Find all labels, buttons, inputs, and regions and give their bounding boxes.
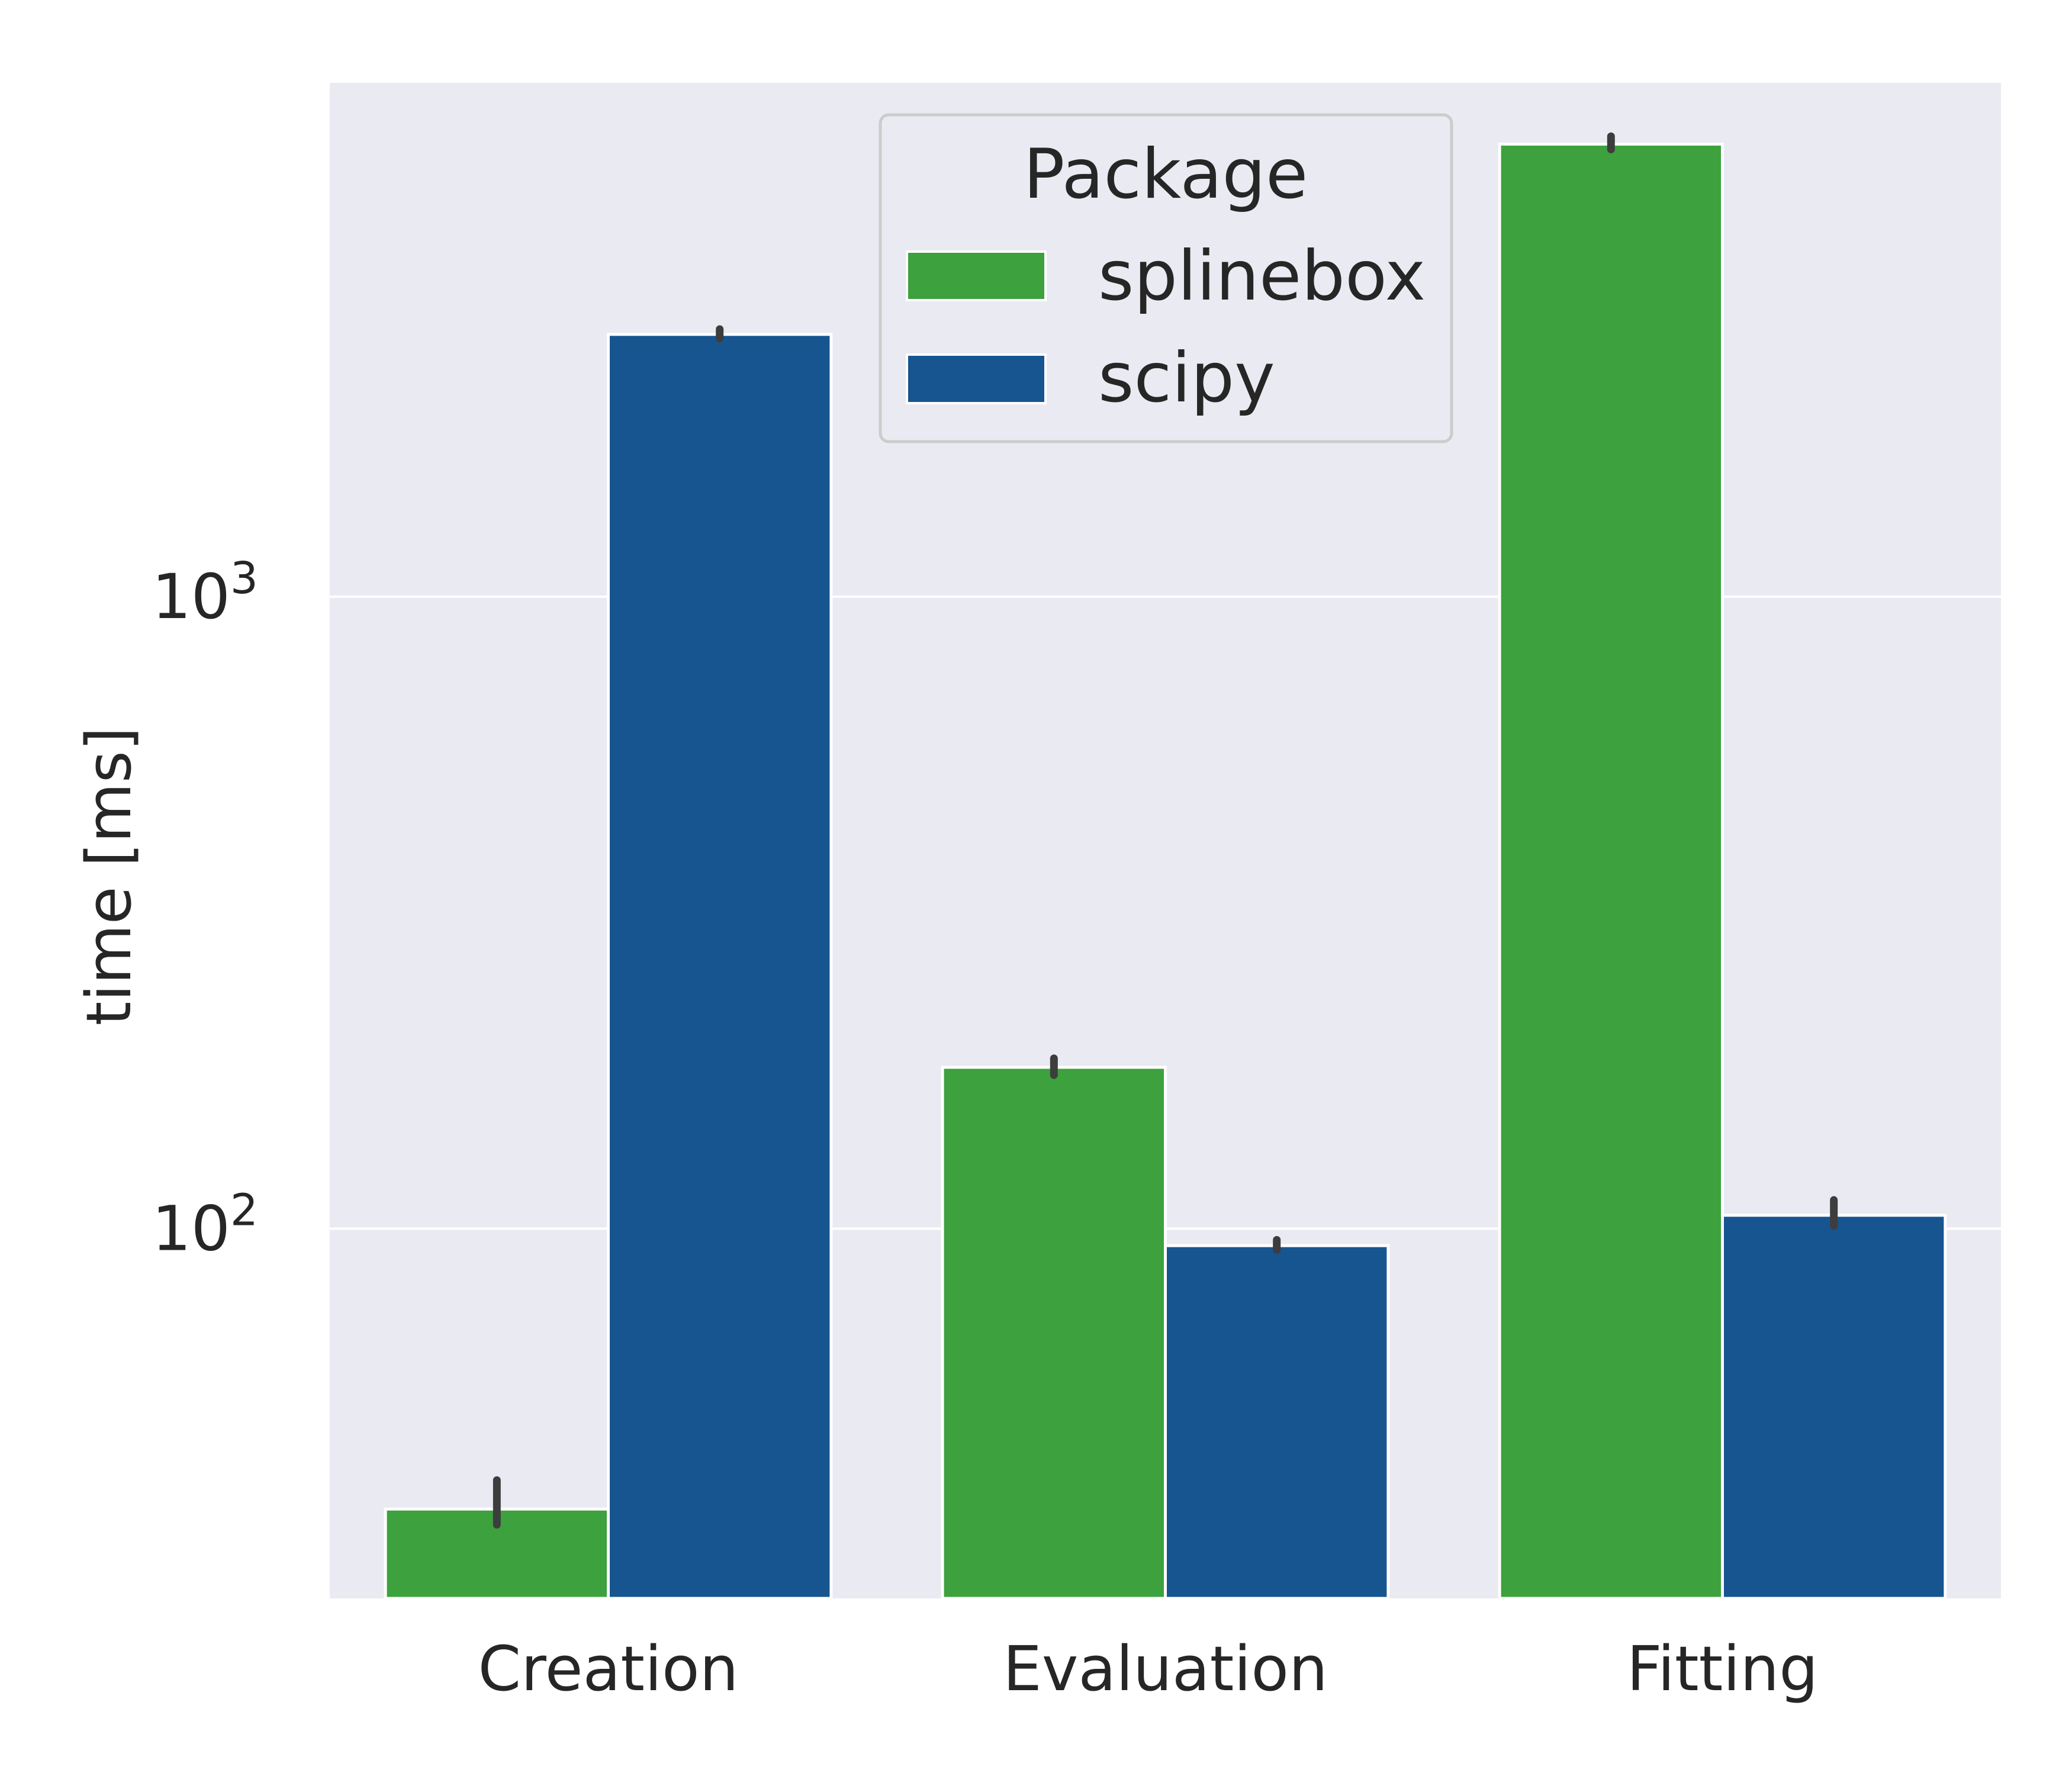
bar-splinebox-evaluation	[941, 1066, 1167, 1600]
bar-scipy-fitting	[1721, 1214, 1947, 1600]
x-tick-labels: Creation Evaluation Fitting	[478, 1633, 1818, 1705]
legend-swatch-scipy	[906, 353, 1047, 404]
x-tick-label-creation: Creation	[478, 1633, 738, 1705]
bar-scipy-creation	[607, 333, 833, 1600]
y-tick-labels: 102 103	[152, 553, 258, 1265]
bar-scipy-evaluation	[1164, 1244, 1390, 1600]
y-axis-label: time [ms]	[73, 727, 145, 1026]
legend-swatch-splinebox	[906, 250, 1047, 301]
error-bars	[493, 132, 1838, 1529]
x-tick-label-fitting: Fitting	[1627, 1633, 1819, 1705]
legend-title: Package	[1024, 134, 1308, 214]
y-tick-label: 103	[152, 553, 258, 633]
bar-splinebox-fitting	[1498, 142, 1724, 1600]
legend-label-splinebox: splinebox	[1098, 236, 1426, 316]
x-tick-label-evaluation: Evaluation	[1003, 1633, 1328, 1705]
legend: Package splinebox scipy	[879, 113, 1453, 443]
y-tick-label: 102	[152, 1185, 258, 1265]
legend-label-scipy: scipy	[1098, 338, 1275, 418]
bars	[384, 142, 1947, 1600]
